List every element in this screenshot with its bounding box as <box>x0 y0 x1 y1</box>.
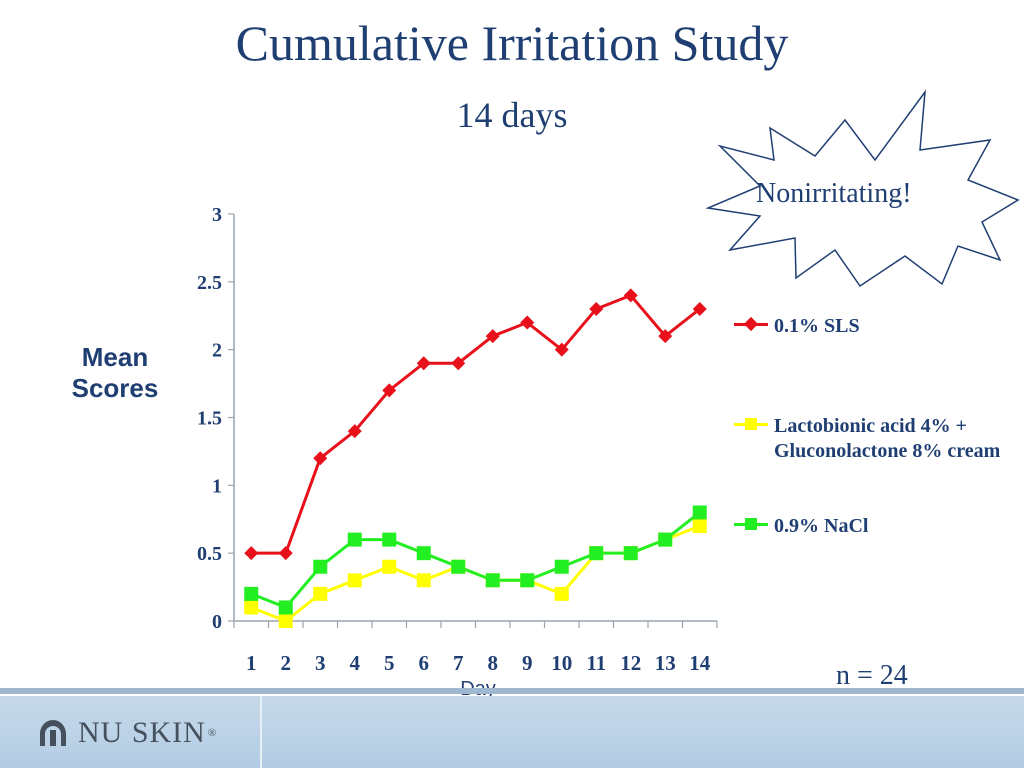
data-point <box>278 546 293 561</box>
data-point <box>520 573 535 588</box>
data-point <box>416 356 431 371</box>
footer-rule <box>0 688 1024 694</box>
logo-mark-icon <box>40 720 66 746</box>
x-tick-label: 13 <box>655 651 676 675</box>
data-point <box>416 546 431 561</box>
legend-item-nacl: 0.9% NaCl <box>734 514 1019 539</box>
x-tick-label: 2 <box>281 651 292 675</box>
data-point <box>244 546 259 561</box>
starburst-icon <box>705 89 1020 288</box>
x-tick-label: 12 <box>620 651 641 675</box>
x-tick-label: 6 <box>419 651 430 675</box>
data-point <box>347 573 362 588</box>
data-point <box>589 301 604 316</box>
x-tick-label: 1 <box>246 651 257 675</box>
data-point <box>520 315 535 330</box>
data-point <box>313 559 328 574</box>
diamond-marker-icon <box>743 316 759 332</box>
y-axis-label: Mean Scores <box>71 342 159 404</box>
legend-swatch-lacto <box>734 414 768 434</box>
data-point <box>658 532 673 547</box>
footer-divider <box>260 696 262 768</box>
data-point <box>382 383 397 398</box>
data-point <box>485 329 500 344</box>
data-point <box>347 424 362 439</box>
x-tick-label: 3 <box>315 651 326 675</box>
y-tick-label: 0.5 <box>197 543 222 565</box>
x-tick-label: 7 <box>453 651 464 675</box>
starburst-text: Nonirritating! <box>756 178 912 209</box>
legend-item-sls: 0.1% SLS <box>734 314 1019 339</box>
data-point <box>658 329 673 344</box>
slide-subtitle: 14 days <box>456 95 568 135</box>
x-tick-label: 9 <box>522 651 533 675</box>
legend-swatch-nacl <box>734 514 768 534</box>
data-point <box>278 600 293 615</box>
x-tick-label: 8 <box>488 651 499 675</box>
y-tick-label: 1.5 <box>197 408 222 430</box>
y-tick-label: 0 <box>212 611 222 633</box>
logo-text: NU SKIN <box>78 716 206 749</box>
data-point <box>382 532 397 547</box>
legend-label: Lactobionic acid 4% + Gluconolactone 8% … <box>774 415 1001 462</box>
y-tick-label: 1 <box>212 475 222 497</box>
data-point <box>589 546 604 561</box>
data-point <box>554 559 569 574</box>
x-tick-label: 11 <box>586 651 606 675</box>
x-tick-label: 14 <box>689 651 711 675</box>
y-tick-label: 2 <box>212 340 222 362</box>
y-tick-label: 3 <box>212 204 222 226</box>
legend-label: 0.9% NaCl <box>774 515 869 537</box>
data-point <box>692 519 707 534</box>
data-point <box>692 505 707 520</box>
x-tick-label: 10 <box>551 651 572 675</box>
slide-title: Cumulative Irritation Study <box>235 15 789 71</box>
data-point <box>347 532 362 547</box>
sample-size-label: n = 24 <box>836 660 908 691</box>
legend-item-lacto: Lactobionic acid 4% + Gluconolactone 8% … <box>734 414 1019 464</box>
data-point <box>623 288 638 303</box>
data-point <box>485 573 500 588</box>
data-point <box>451 559 466 574</box>
data-point <box>244 600 259 615</box>
nu-skin-logo: NU SKIN ® <box>36 716 217 750</box>
chart-series <box>244 288 707 628</box>
logo-registered-mark: ® <box>207 727 218 739</box>
data-point <box>313 586 328 601</box>
square-marker-icon <box>745 518 757 530</box>
data-point <box>451 356 466 371</box>
data-point <box>278 614 293 628</box>
legend-label: 0.1% SLS <box>774 315 860 337</box>
data-point <box>416 573 431 588</box>
square-marker-icon <box>745 418 757 430</box>
x-tick-label: 5 <box>384 651 395 675</box>
footer-bar <box>0 696 1024 768</box>
data-point <box>554 586 569 601</box>
chart-axes: 00.511.522.531 2 3 4 5 6 7 8 9 10 11 12 13 14 <box>197 204 718 675</box>
data-point <box>244 586 259 601</box>
data-point <box>623 546 638 561</box>
x-tick-label: 4 <box>350 651 361 675</box>
data-point <box>554 342 569 357</box>
data-point <box>382 559 397 574</box>
legend-swatch-sls <box>734 314 768 334</box>
series-line <box>251 293 701 555</box>
data-point <box>692 301 707 316</box>
data-point <box>313 451 328 466</box>
y-tick-label: 2.5 <box>197 272 222 294</box>
